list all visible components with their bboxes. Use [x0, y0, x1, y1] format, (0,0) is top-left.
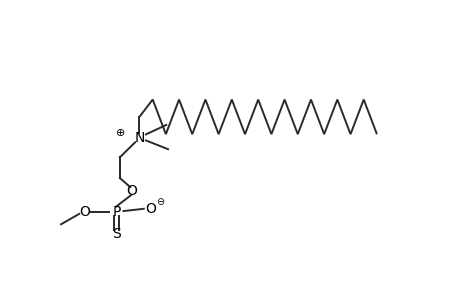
Text: O: O: [78, 205, 90, 219]
Text: ⊕: ⊕: [116, 128, 125, 139]
Text: ⊖: ⊖: [156, 197, 164, 207]
Text: O: O: [145, 202, 155, 216]
Text: O: O: [126, 184, 136, 198]
Text: S: S: [112, 226, 120, 241]
Text: P: P: [112, 205, 120, 219]
Text: N: N: [134, 130, 145, 145]
